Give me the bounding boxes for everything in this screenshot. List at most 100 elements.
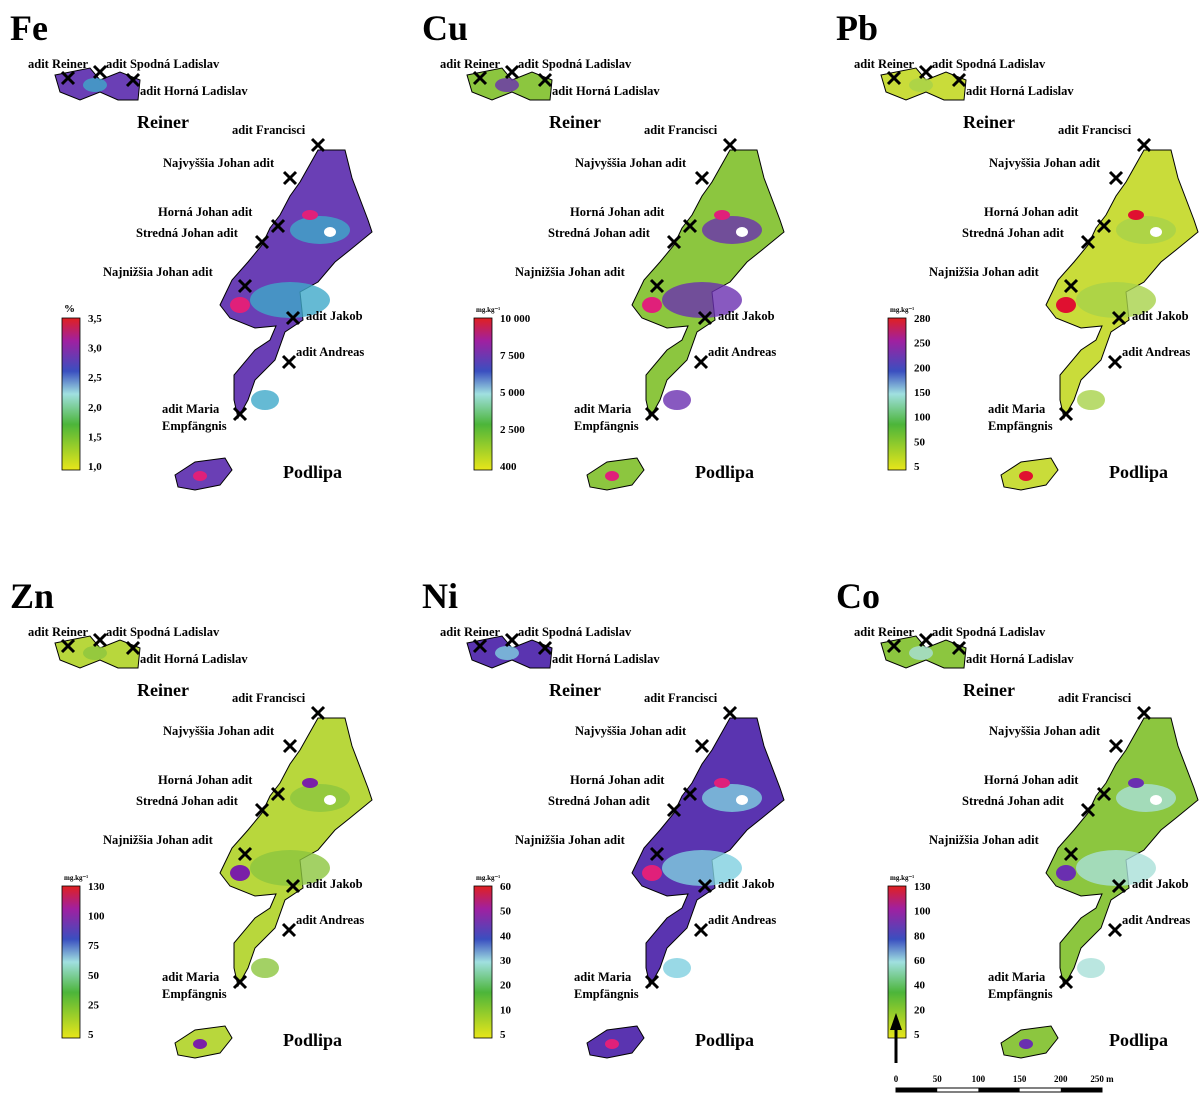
legend-tick: 60 [914, 955, 926, 967]
site-label: Empfängnis [988, 987, 1053, 1001]
place-label: Podlipa [283, 1030, 342, 1050]
element-title: Cu [422, 8, 468, 48]
site-label: Najnižšia Johan adit [103, 265, 214, 279]
concentration-peak [1019, 471, 1033, 481]
element-title: Co [836, 576, 880, 616]
concentration-zone [1077, 390, 1105, 410]
site-label: adit Francisci [1058, 123, 1132, 137]
site-label: adit Jakob [306, 877, 363, 891]
legend-tick: 7 500 [500, 350, 525, 362]
site-label: adit Maria [988, 970, 1046, 984]
site-label: Najnižšia Johan adit [515, 265, 626, 279]
site-label: adit Horná Ladislav [966, 84, 1074, 98]
concentration-zone [702, 784, 762, 812]
legend-tick: 5 [88, 1029, 94, 1041]
legend-tick: 2,5 [88, 372, 102, 384]
legend-tick: 3,0 [88, 343, 102, 355]
place-label: Podlipa [695, 462, 754, 482]
site-label: adit Andreas [708, 913, 776, 927]
site-label: adit Maria [162, 970, 220, 984]
concentration-zone [83, 646, 107, 660]
legend-tick: 1,0 [88, 461, 102, 473]
site-label: Najnižšia Johan adit [929, 833, 1040, 847]
site-label: Horná Johan adit [984, 205, 1079, 219]
site-label: Empfängnis [988, 419, 1053, 433]
legend-tick: 50 [88, 970, 100, 982]
map-panel: Feadit Reineradit Spodná Ladislavadit Ho… [10, 8, 372, 490]
legend-tick: 5 [914, 461, 920, 473]
color-bar [474, 318, 492, 470]
concentration-peak [1019, 1039, 1033, 1049]
concentration-peak [1056, 865, 1076, 881]
site-label: Empfängnis [162, 419, 227, 433]
site-label: Stredná Johan adit [548, 794, 651, 808]
place-label: Reiner [963, 680, 1015, 700]
cavity [1150, 795, 1162, 805]
legend-tick: 130 [914, 881, 931, 893]
site-label: adit Horná Ladislav [552, 652, 660, 666]
legend-tick: 250 [914, 338, 931, 350]
place-label: Podlipa [283, 462, 342, 482]
concentration-zone [290, 216, 350, 244]
legend-tick: 130 [88, 881, 105, 893]
map-panel: Pbadit Reineradit Spodná Ladislavadit Ho… [836, 8, 1198, 490]
site-label: adit Jakob [1132, 309, 1189, 323]
concentration-zone [1116, 784, 1176, 812]
site-label: adit Spodná Ladislav [932, 57, 1046, 71]
concentration-peak [1128, 778, 1144, 788]
scale-label: 100 [972, 1074, 986, 1084]
concentration-zone [251, 390, 279, 410]
cavity [1150, 227, 1162, 237]
legend-tick: 20 [914, 1004, 926, 1016]
concentration-zone [290, 784, 350, 812]
color-bar [888, 318, 906, 470]
site-label: Horná Johan adit [984, 773, 1079, 787]
site-label: adit Andreas [708, 345, 776, 359]
legend-tick: 100 [914, 412, 931, 424]
legend-tick: 1,5 [88, 431, 102, 443]
site-label: adit Spodná Ladislav [518, 57, 632, 71]
site-label: adit Andreas [1122, 913, 1190, 927]
site-label: adit Reiner [28, 57, 89, 71]
color-bar [888, 886, 906, 1038]
concentration-peak [1128, 210, 1144, 220]
site-label: Najnižšia Johan adit [929, 265, 1040, 279]
legend-tick: 50 [914, 436, 926, 448]
scale-bar-segment [978, 1088, 1019, 1092]
site-label: Stredná Johan adit [962, 794, 1065, 808]
color-bar [474, 886, 492, 1038]
site-label: adit Horná Ladislav [552, 84, 660, 98]
place-label: Podlipa [1109, 462, 1168, 482]
place-label: Podlipa [695, 1030, 754, 1050]
legend-tick: 20 [500, 980, 512, 992]
color-bar [62, 318, 80, 470]
place-label: Reiner [549, 680, 601, 700]
concentration-peak [714, 778, 730, 788]
scale-label: 150 [1013, 1074, 1027, 1084]
site-label: Horná Johan adit [570, 205, 665, 219]
site-label: adit Maria [574, 402, 632, 416]
concentration-peak [302, 210, 318, 220]
concentration-peak [1056, 297, 1076, 313]
concentration-peak [230, 297, 250, 313]
legend-tick: 75 [88, 940, 100, 952]
site-label: adit Andreas [296, 345, 364, 359]
legend-tick: 2,0 [88, 402, 102, 414]
site-label: Najnižšia Johan adit [515, 833, 626, 847]
concentration-zone [83, 78, 107, 92]
concentration-peak [642, 865, 662, 881]
site-label: adit Andreas [296, 913, 364, 927]
site-label: adit Francisci [644, 123, 718, 137]
legend-tick: 40 [500, 930, 512, 942]
scale-label: 250 m [1090, 1074, 1114, 1084]
site-label: Horná Johan adit [158, 205, 253, 219]
legend-tick: 5 [500, 1029, 506, 1041]
site-label: Stredná Johan adit [136, 794, 239, 808]
legend-tick: 200 [914, 362, 931, 374]
site-label: Empfängnis [162, 987, 227, 1001]
site-label: Najnižšia Johan adit [103, 833, 214, 847]
site-label: adit Reiner [440, 625, 501, 639]
concentration-zone [909, 646, 933, 660]
concentration-peak [302, 778, 318, 788]
